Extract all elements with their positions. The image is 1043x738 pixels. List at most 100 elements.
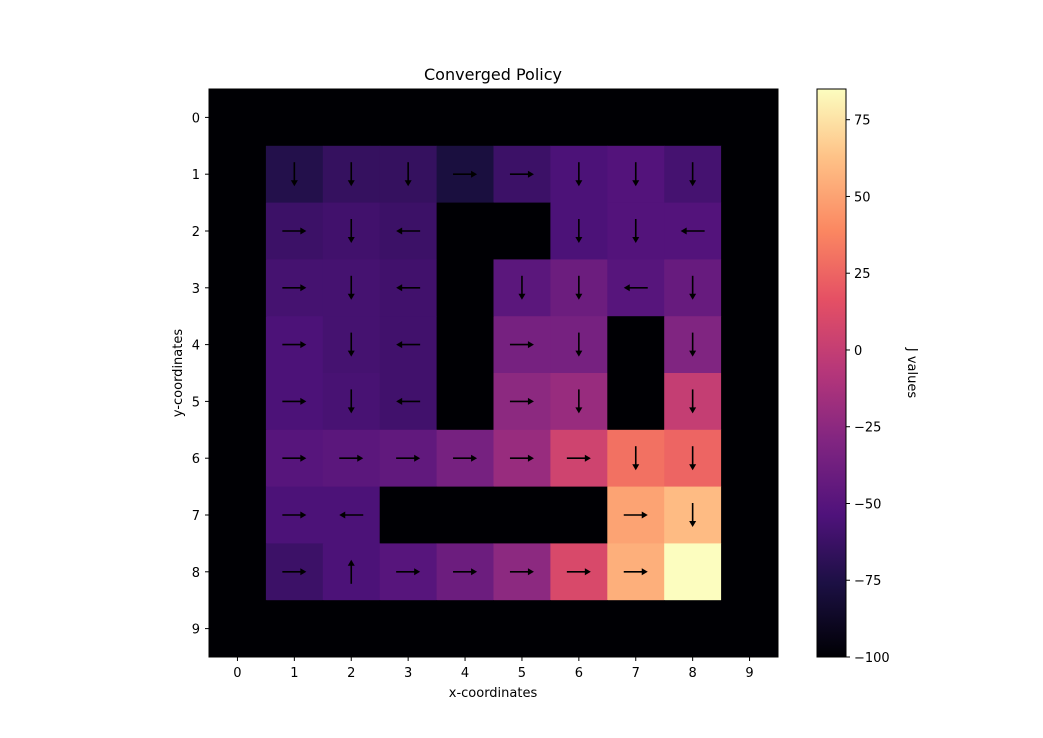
policy-arrow-down [575,219,583,243]
policy-arrow-down [632,219,640,243]
plot-frame [208,88,779,658]
y-tick-label: 6 [192,452,200,467]
x-tick-label: 6 [575,666,583,681]
policy-arrow-down [404,162,412,187]
heatmap-cell [721,259,779,317]
heatmap-cell [493,202,551,260]
policy-arrow-down [689,332,697,357]
colorbar-label: J values [904,347,919,398]
policy-arrow-right [509,341,534,349]
y-tick-label: 1 [192,168,200,183]
policy-arrow-right [623,511,648,519]
policy-arrows [282,162,705,584]
x-tick-label: 1 [290,666,298,681]
heatmap-cell [721,543,779,601]
heatmap-cell [493,89,551,147]
x-tick-label: 4 [461,666,469,681]
policy-arrow-right [509,454,534,462]
policy-arrow-left [339,511,364,519]
colorbar [816,88,847,658]
heatmap-cell [265,89,324,147]
policy-arrow-down [632,446,640,471]
y-tick-label: 5 [192,395,200,410]
policy-arrow-down [347,219,355,243]
policy-arrow-right [509,397,534,405]
x-tick-label: 2 [347,666,355,681]
heatmap-cell [436,373,494,431]
heatmap-cell [550,486,608,544]
x-tick-label: 8 [689,666,697,681]
heatmap-cell [322,89,381,147]
policy-arrow-right [339,454,364,462]
policy-arrow-right [282,284,307,292]
policy-arrow-left [623,284,648,292]
x-tick-label: 5 [518,666,526,681]
x-tick-label: 0 [233,666,241,681]
policy-arrow-right [282,454,307,462]
policy-arrow-left [680,227,705,235]
heatmap-cell [721,89,779,147]
heatmap-cell [493,600,551,658]
heatmap-cell [209,259,267,317]
policy-arrow-right [509,170,534,178]
x-axis-ticks: 0 1 2 3 4 5 6 7 8 9 [233,657,754,681]
y-tick-label: 2 [192,225,200,240]
chart-title: Converged Policy [424,65,562,84]
heatmap-cell [209,429,267,488]
policy-arrow-down [575,332,583,357]
policy-arrow-left [396,284,421,292]
y-tick-label: 8 [192,566,200,581]
colorbar-tick-label: 75 [854,114,871,129]
policy-arrow-down [575,389,583,414]
heatmap-cell [209,202,267,260]
policy-arrow-right [509,568,534,576]
policy-arrow-down [689,275,697,300]
policy-arrow-right [396,568,421,576]
policy-arrow-right [282,341,307,349]
heatmap-cell [379,89,438,147]
policy-arrow-right [282,397,307,405]
heatmap-cell [379,486,438,544]
heatmap-cell [607,600,665,658]
heatmap-cell [550,600,608,658]
policy-arrow-down [689,446,697,471]
heatmap-cell [721,373,779,431]
policy-arrow-right [282,568,307,576]
x-tick-label: 3 [404,666,412,681]
heatmap-cell [209,486,267,544]
heatmap-cell [721,600,779,658]
heatmap-cell [209,600,267,658]
heatmap-cell [209,543,267,601]
policy-arrow-down [689,503,697,527]
policy-arrow-right [453,568,478,576]
y-tick-label: 7 [192,509,200,524]
y-tick-label: 0 [192,111,200,126]
policy-arrow-down [575,275,583,300]
policy-arrow-down [347,332,355,357]
heatmap-cell [436,259,494,317]
y-axis-label: y-coordinates [171,329,186,417]
policy-arrow-right [623,568,648,576]
y-tick-label: 9 [192,623,200,638]
policy-arrow-down [347,389,355,414]
heatmap-cell [265,600,324,658]
heatmap-cell [379,600,438,658]
heatmap-cell [607,316,665,374]
policy-arrow-right [453,454,478,462]
policy-arrow-right [566,454,591,462]
policy-arrow-right [566,568,591,576]
policy-arrow-right [282,511,307,519]
colorbar-tick-label: −100 [854,651,890,666]
heatmap-cell [209,145,267,204]
heatmap-cells [209,89,779,658]
heatmap-cell [664,600,722,658]
heatmap-cell [550,89,608,147]
y-tick-label: 4 [192,339,200,354]
policy-arrow-right [453,170,478,178]
heatmap-cell [436,89,494,147]
heatmap-cell [209,89,267,147]
heatmap-cell [721,202,779,260]
policy-arrow-down [632,162,640,187]
colorbar-tick-label: −25 [854,421,881,436]
